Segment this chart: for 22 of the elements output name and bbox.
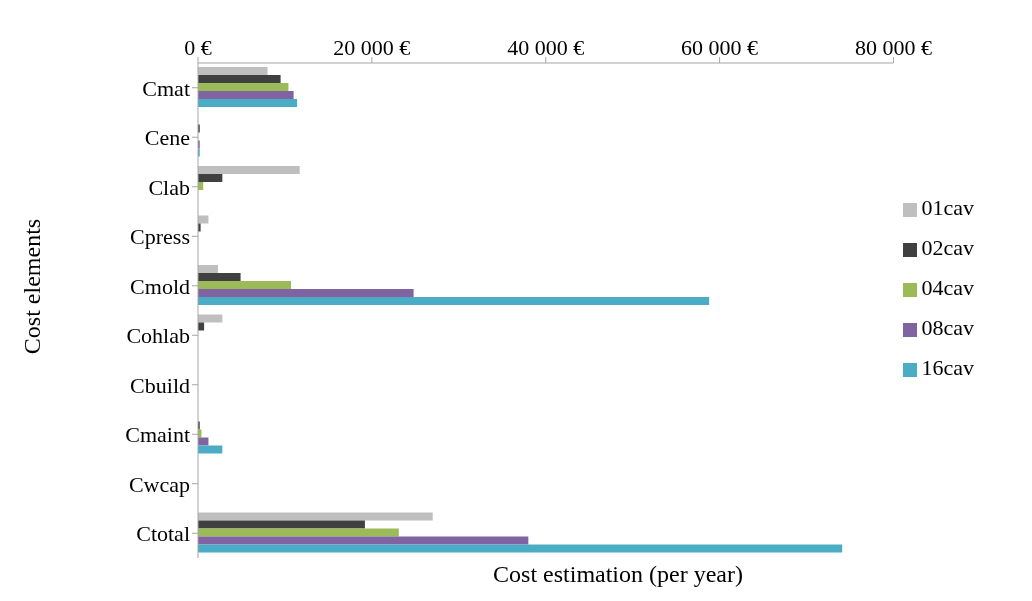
y-tick-label: Cmaint xyxy=(125,422,190,448)
legend-label: 16cav xyxy=(921,355,974,380)
y-tick-label: Ctotal xyxy=(136,521,190,547)
y-tick-label: Cwcap xyxy=(128,471,190,497)
y-tick-label: Cmat xyxy=(142,75,190,101)
y-tick-label: Cohlab xyxy=(126,323,190,349)
x-axis-title: Cost estimation (per year) xyxy=(492,561,744,588)
y-tick-label: Cene xyxy=(144,125,190,151)
legend-label: 01cav xyxy=(921,195,974,220)
y-axis-title: Cost elements xyxy=(18,217,46,357)
legend-label: 02cav xyxy=(921,235,974,260)
y-tick-label: Cmold xyxy=(130,273,190,299)
x-tick-label: 20 000 € xyxy=(333,35,411,60)
x-tick-label: 60 000 € xyxy=(681,35,759,60)
y-tick-label: Cbuild xyxy=(130,372,190,398)
legend-label: 04cav xyxy=(921,275,974,300)
y-tick-label: Clab xyxy=(148,174,190,200)
x-tick-label: 40 000 € xyxy=(507,35,585,60)
y-tick-label: Cpress xyxy=(130,224,190,250)
x-tick-label: 0 € xyxy=(184,35,212,60)
legend-label: 08cav xyxy=(921,315,974,340)
x-tick-label: 80 000 € xyxy=(854,35,932,60)
